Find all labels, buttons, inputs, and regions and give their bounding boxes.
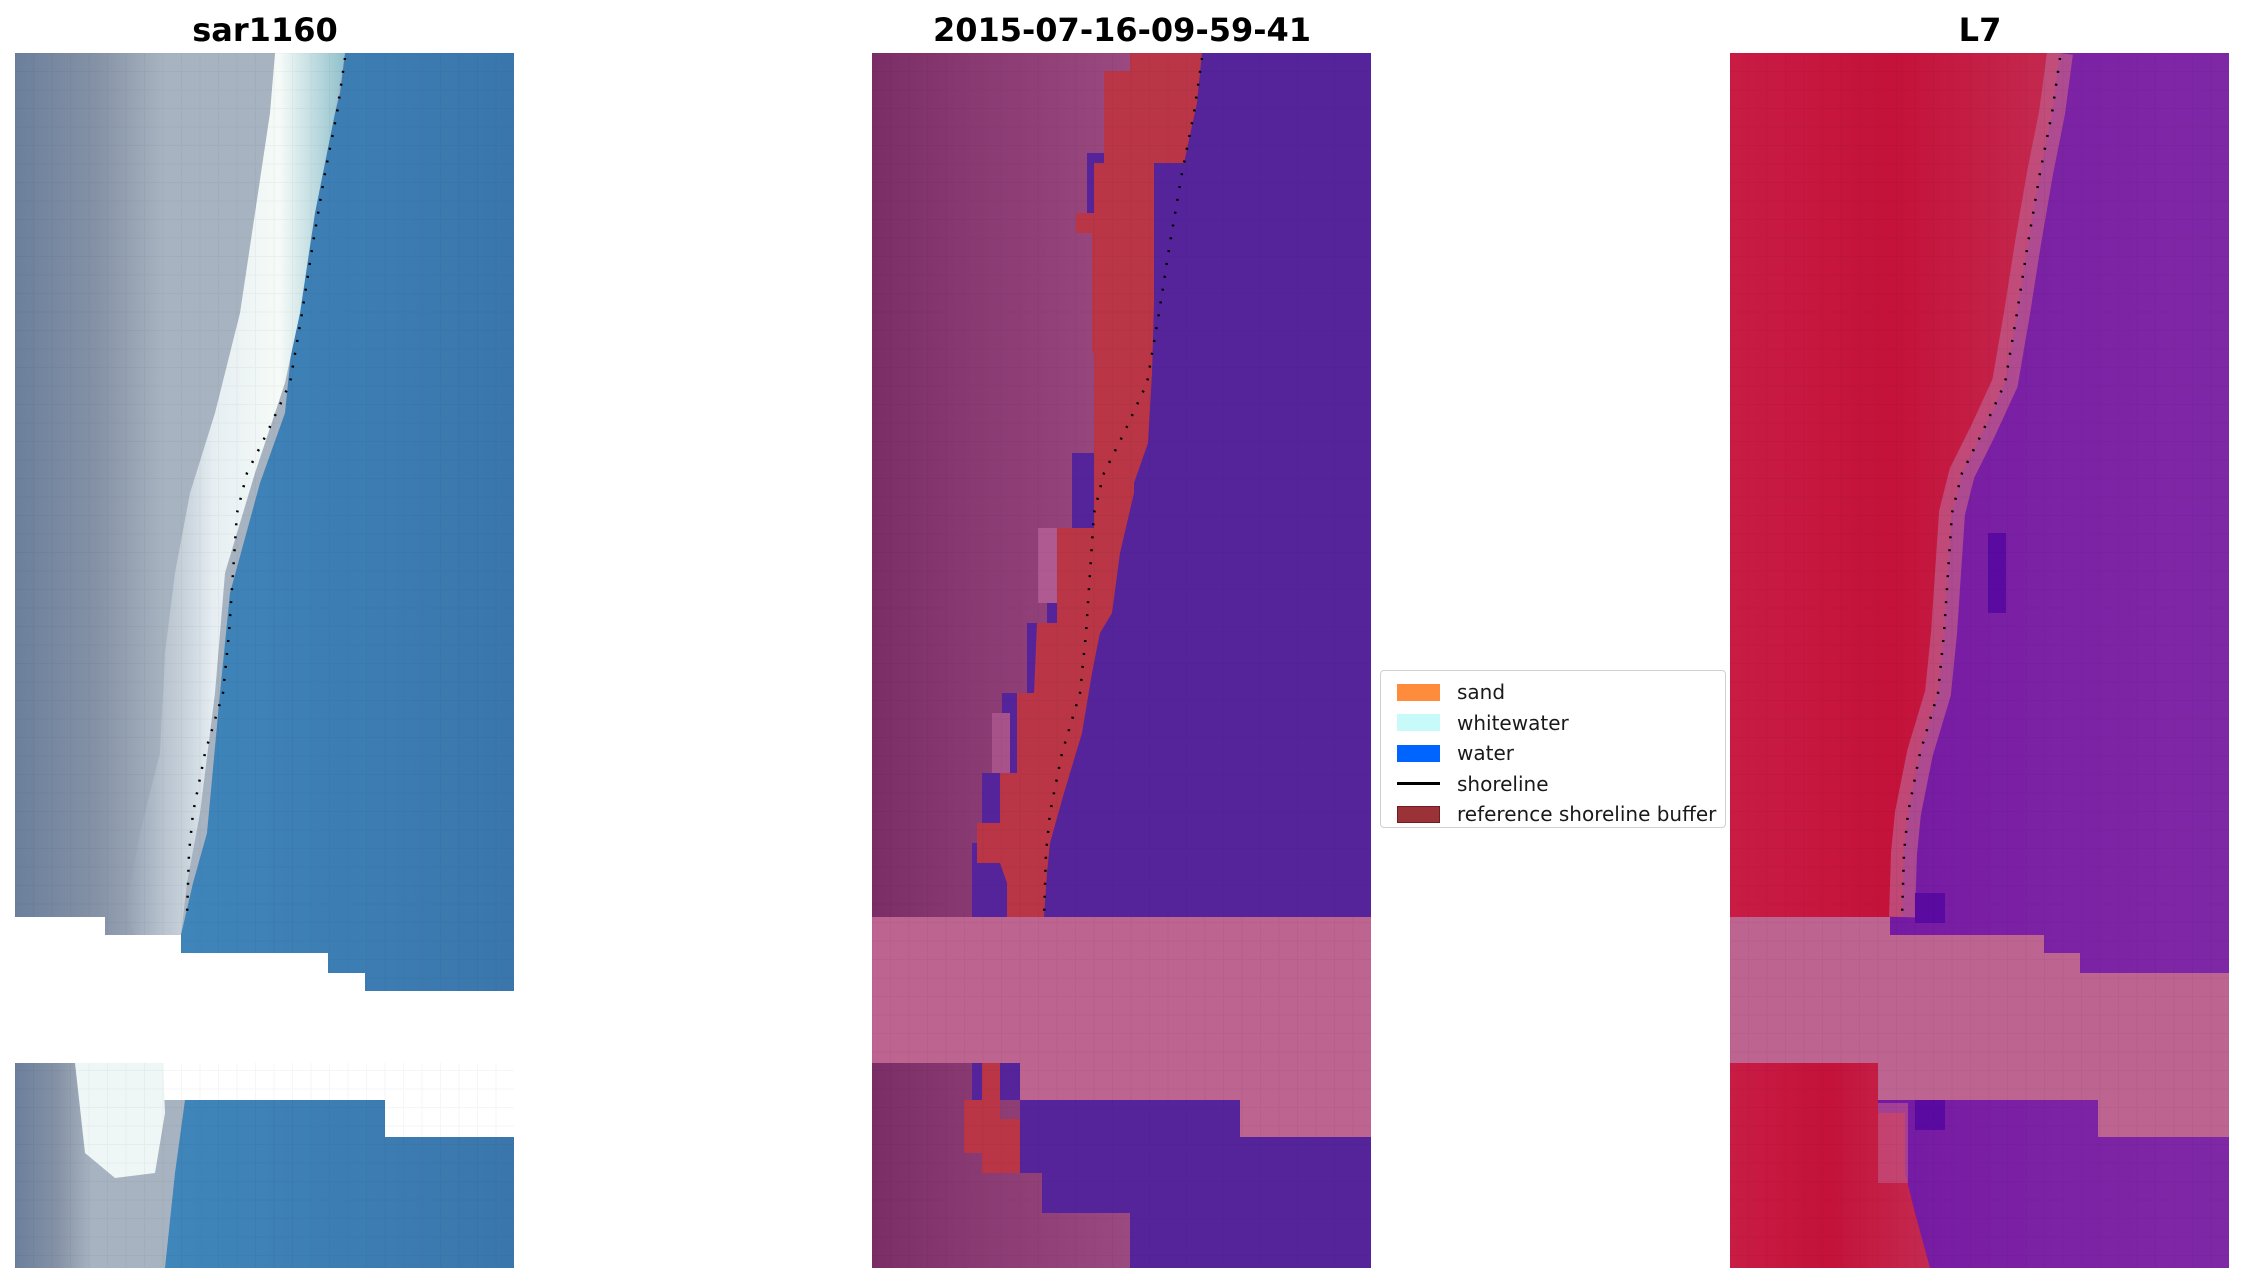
panel-title-middle: 2015-07-16-09-59-41 [932, 11, 1312, 49]
shoreline-swatch [1397, 782, 1440, 786]
panel-title-left: sar1160 [192, 11, 338, 49]
whitewater-swatch [1397, 714, 1440, 732]
legend-label: water [1457, 741, 1514, 766]
legend-label: sand [1457, 680, 1506, 705]
legend-item-water: water [1389, 738, 1717, 769]
legend-item-sand: sand [1389, 677, 1717, 708]
rgb-image [15, 53, 514, 1268]
index-image-panel [1730, 53, 2229, 1268]
legend-item-reference-buffer: reference shoreline buffer [1389, 799, 1717, 830]
classified-image-panel [872, 53, 1371, 1268]
index-image [1730, 53, 2229, 1268]
sand-swatch [1397, 683, 1440, 701]
rgb-image-panel [15, 53, 514, 1268]
legend-label: shoreline [1457, 771, 1549, 796]
classified-image [872, 53, 1371, 1268]
legend-label: whitewater [1457, 710, 1569, 735]
legend-label: reference shoreline buffer [1457, 802, 1717, 827]
legend-item-whitewater: whitewater [1389, 708, 1717, 739]
reference-buffer-swatch [1397, 805, 1440, 823]
water-swatch [1397, 744, 1440, 762]
legend-item-shoreline: shoreline [1389, 769, 1717, 800]
legend: sand whitewater water shoreline referenc… [1380, 670, 1726, 828]
panel-title-right: L7 [1958, 11, 2002, 49]
